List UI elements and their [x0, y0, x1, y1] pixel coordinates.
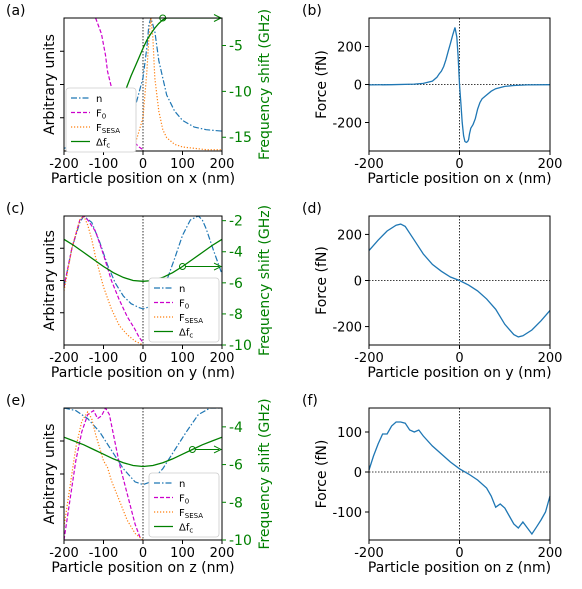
- x-tick-label: 200: [538, 351, 563, 366]
- legend-label: n: [179, 479, 185, 490]
- y-axis-label: Arbitrary units: [42, 230, 58, 331]
- panel-label: (e): [6, 393, 26, 409]
- y-axis-label: Arbitrary units: [42, 34, 58, 135]
- x-tick-label: 200: [538, 157, 563, 172]
- x-tick-label: 0: [139, 546, 147, 561]
- panel-label: (a): [6, 3, 26, 19]
- series-delta-fc-line: [64, 436, 222, 468]
- x-tick-label: -200: [49, 351, 79, 366]
- y-tick-label: 0: [354, 275, 362, 290]
- force-series-line: [368, 27, 551, 144]
- x-tick-label: 100: [170, 157, 195, 172]
- x-axis-label: Particle position on z (nm): [51, 560, 234, 576]
- x-tick-label: 200: [538, 546, 563, 561]
- legend-label: F0: [179, 494, 189, 506]
- panel-label: (f): [302, 393, 318, 409]
- right-tick-label: -4: [229, 245, 243, 261]
- right-tick-label: -6: [229, 276, 243, 292]
- right-axis-label: Frequency shift (GHz): [257, 205, 273, 356]
- panel-label: (b): [302, 3, 322, 19]
- y-tick-label: 100: [337, 426, 362, 441]
- x-axis-label: Particle position on y (nm): [367, 365, 551, 381]
- x-axis-label: Particle position on y (nm): [51, 365, 235, 381]
- y-tick-label: 200: [337, 228, 362, 243]
- force-series-line: [368, 421, 551, 536]
- y-axis-label: Arbitrary units: [42, 424, 58, 525]
- x-tick-label: -200: [354, 157, 384, 172]
- right-tick-label: -10: [229, 338, 252, 354]
- x-tick-label: 0: [455, 351, 463, 366]
- x-tick-label: -200: [49, 157, 79, 172]
- x-tick-label: -200: [49, 546, 79, 561]
- x-axis-label: Particle position on x (nm): [367, 171, 551, 187]
- x-tick-label: -100: [89, 157, 119, 172]
- x-tick-label: 200: [210, 546, 235, 561]
- right-tick-label: -10: [229, 533, 252, 549]
- series-delta-fc-line: [64, 238, 222, 282]
- right-tick-label: -5: [229, 39, 243, 55]
- y-tick-label: 200: [337, 41, 362, 56]
- right-axis-label: Frequency shift (GHz): [257, 398, 273, 549]
- x-tick-label: -100: [89, 351, 119, 366]
- y-tick-label: 0: [354, 466, 362, 481]
- legend-box: [148, 277, 220, 343]
- y-tick-label: -200: [332, 117, 362, 132]
- right-tick-label: -4: [229, 420, 243, 436]
- y-tick-label: -100: [332, 506, 362, 521]
- legend-label: F0: [96, 109, 106, 121]
- right-axis-label: Frequency shift (GHz): [257, 9, 273, 160]
- x-tick-label: 200: [210, 351, 235, 366]
- legend-box: [65, 87, 137, 153]
- right-tick-label: -6: [229, 458, 243, 474]
- legend-box: [148, 472, 220, 538]
- legend-label: n: [96, 94, 102, 105]
- series-n-line: [64, 216, 222, 310]
- y-axis-label: Force (fN): [314, 50, 330, 119]
- x-tick-label: 200: [210, 157, 235, 172]
- y-tick-label: -200: [332, 321, 362, 336]
- x-tick-label: 0: [455, 157, 463, 172]
- force-series-line: [368, 223, 551, 338]
- right-tick-label: -10: [229, 84, 252, 100]
- x-tick-label: -100: [89, 546, 119, 561]
- y-axis-label: Force (fN): [314, 246, 330, 315]
- marker-arrowhead: [213, 445, 223, 454]
- x-axis-label: Particle position on z (nm): [368, 560, 551, 576]
- marker-arrowhead: [213, 262, 223, 271]
- right-tick-label: -8: [229, 307, 243, 323]
- right-tick-label: -8: [229, 495, 243, 511]
- x-tick-label: 0: [455, 546, 463, 561]
- y-axis-label: Force (fN): [314, 440, 330, 509]
- x-tick-label: 100: [170, 546, 195, 561]
- series-fsesa-line: [64, 410, 144, 540]
- x-tick-label: 0: [139, 157, 147, 172]
- series-fsesa-line: [64, 216, 144, 345]
- x-tick-label: -200: [354, 546, 384, 561]
- series-n-line: [64, 408, 222, 486]
- legend-label: n: [179, 284, 185, 295]
- y-tick-label: 0: [354, 79, 362, 94]
- x-tick-label: 0: [139, 351, 147, 366]
- right-tick-label: -15: [229, 130, 252, 146]
- series-f0-line: [64, 408, 142, 540]
- panel-label: (c): [6, 201, 25, 217]
- x-tick-label: 100: [170, 351, 195, 366]
- legend-label: F0: [179, 299, 189, 311]
- x-axis-label: Particle position on x (nm): [51, 171, 235, 187]
- panel-label: (d): [302, 201, 322, 217]
- x-tick-label: -200: [354, 351, 384, 366]
- right-tick-label: -2: [229, 214, 243, 230]
